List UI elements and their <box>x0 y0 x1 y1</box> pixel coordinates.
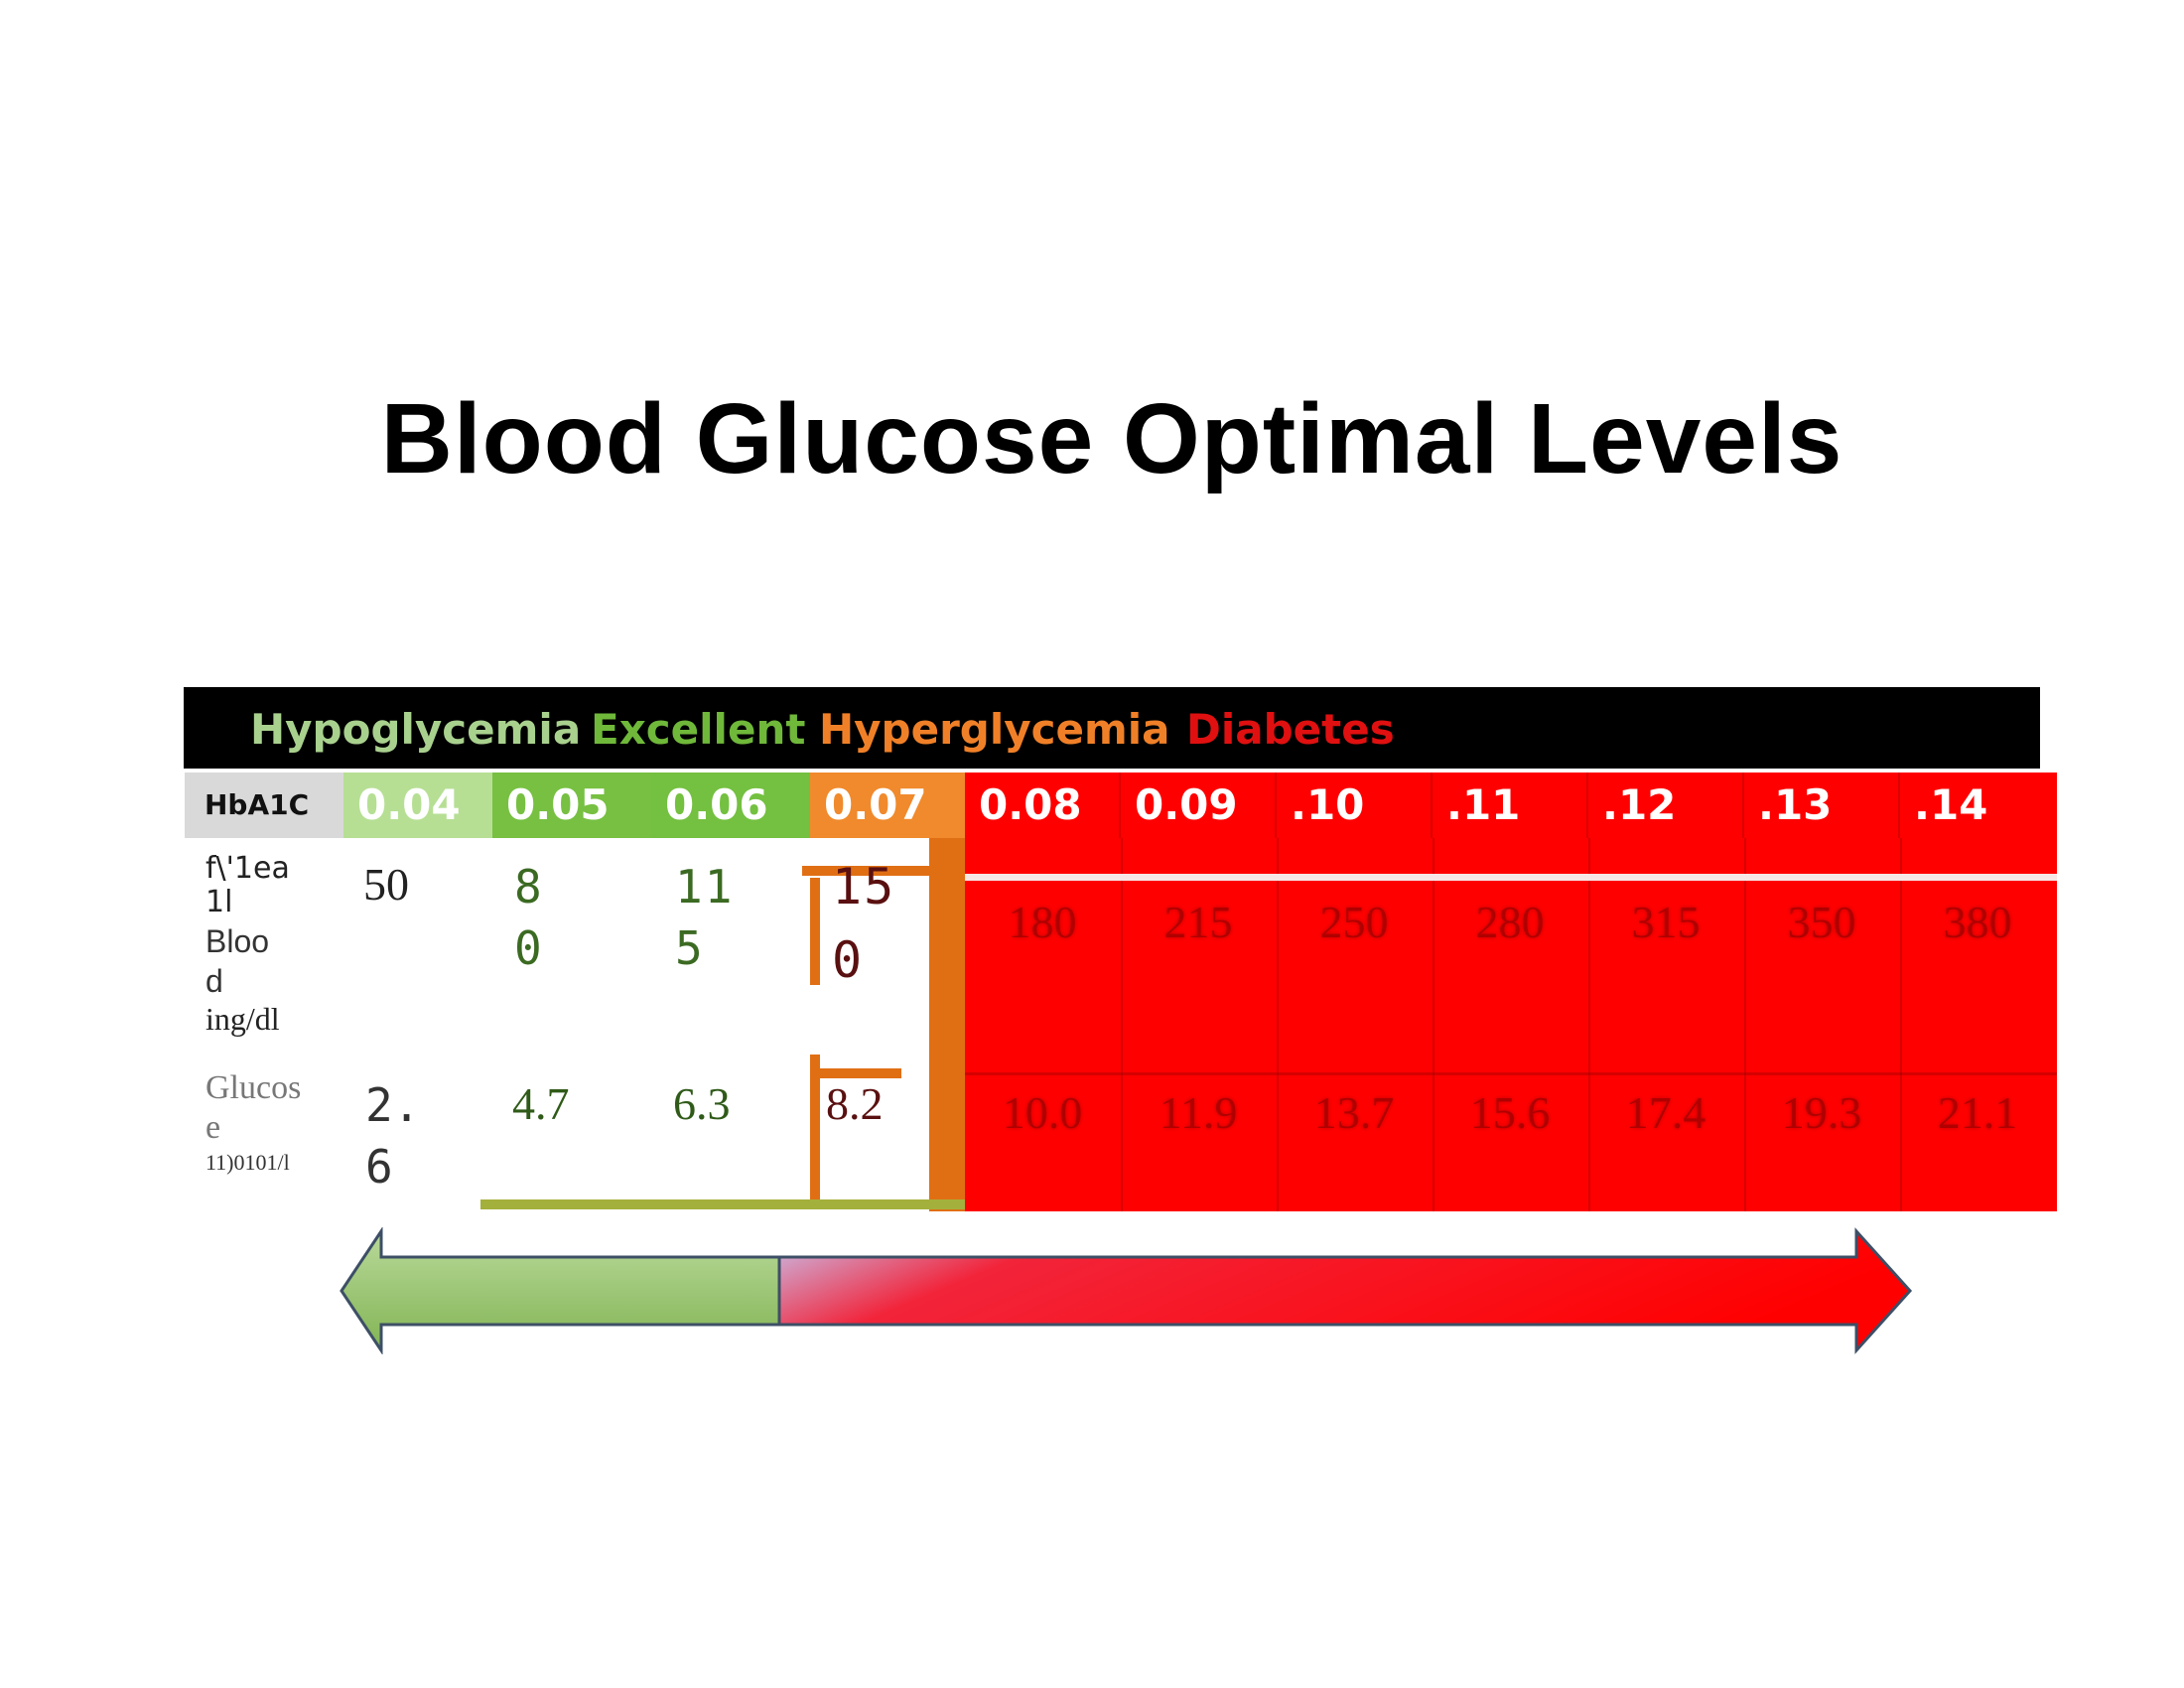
glucose-value: 8.2 <box>826 1078 884 1129</box>
mean-label-line: Bloo <box>205 923 270 959</box>
mean-label-line: f\'1ea <box>205 851 290 886</box>
mean-value: 350 <box>1787 897 1856 947</box>
hba1c-cell: 0.08 <box>965 773 1121 838</box>
mean-value: 215 <box>1163 897 1233 947</box>
orange-marker-line <box>810 1068 901 1078</box>
legend-bar: Hypoglycemia Excellent Hyperglycemia Dia… <box>184 687 2040 769</box>
orange-marker-line <box>810 878 820 985</box>
arrow-right-segment <box>777 1227 1913 1354</box>
hba1c-cell: 0.04 <box>343 773 492 838</box>
hba1c-cell: 0.05 <box>492 773 651 838</box>
glucose-value: 6.3 <box>673 1078 731 1129</box>
hyperglycemia-column-bar <box>929 838 965 1211</box>
glucose-value: 4.7 <box>512 1078 570 1129</box>
row-divider <box>933 874 2057 881</box>
glucose-label-line: e <box>205 1109 221 1146</box>
hba1c-cell: .12 <box>1588 773 1744 838</box>
arrow-left-segment <box>340 1227 781 1354</box>
row-divider <box>965 1072 2057 1075</box>
column-divider <box>1277 838 1279 1211</box>
mean-value-part: 0 <box>514 921 542 975</box>
mean-value: 11 5 <box>675 856 734 979</box>
excellent-range-underline <box>480 1199 965 1209</box>
hba1c-cell: 0.09 <box>1121 773 1277 838</box>
glucose-unit-label: 11)0101/l <box>205 1150 290 1175</box>
column-divider <box>1744 838 1746 1211</box>
hba1c-cell: .10 <box>1277 773 1433 838</box>
orange-marker-line <box>810 1055 820 1199</box>
legend-hypoglycemia: Hypoglycemia <box>250 705 582 754</box>
mean-value: 280 <box>1475 897 1545 947</box>
glucose-value: 15.6 <box>1469 1087 1551 1138</box>
glucose-value: 19.3 <box>1781 1087 1862 1138</box>
mean-value-part: 8 <box>514 860 542 914</box>
glucose-label: Glucos e <box>205 1068 301 1148</box>
glucose-value-part: 2. <box>365 1078 421 1132</box>
column-divider <box>1900 838 1902 1211</box>
glucose-value-part: 6 <box>365 1140 393 1194</box>
legend-hyperglycemia: Hyperglycemia <box>819 705 1170 754</box>
glucose-value: 2. 6 <box>365 1074 420 1197</box>
mean-value: 15 0 <box>832 850 895 997</box>
glucose-value: 10.0 <box>1002 1087 1083 1138</box>
mean-value: 315 <box>1631 897 1701 947</box>
mean-label-line: 1l <box>205 885 233 919</box>
page-title: Blood Glucose Optimal Levels <box>380 383 1843 494</box>
column-divider <box>1121 838 1123 1211</box>
mean-label: f\'1ea 1l <box>205 852 290 919</box>
orange-marker-line <box>802 866 929 876</box>
glucose-value: 13.7 <box>1313 1087 1395 1138</box>
mean-value: 380 <box>1943 897 2012 947</box>
hba1c-cell: 0.07 <box>810 773 965 838</box>
glucose-value: 11.9 <box>1159 1087 1238 1138</box>
column-divider <box>1433 838 1434 1211</box>
mean-value: 8 0 <box>514 856 542 979</box>
diabetes-block <box>965 838 2057 1211</box>
column-divider <box>1588 838 1590 1211</box>
mean-value-part: 0 <box>832 931 865 989</box>
unit-label: ing/dl <box>205 1001 280 1037</box>
mean-value-part: 5 <box>675 921 705 975</box>
glucose-label-line: Glucos <box>205 1069 302 1106</box>
hba1c-cell: .13 <box>1744 773 1900 838</box>
hba1c-cell: .14 <box>1900 773 2057 838</box>
mean-label-line: d <box>205 963 223 999</box>
blood-label: Bloo d <box>205 921 269 1001</box>
legend-diabetes: Diabetes <box>1186 705 1395 754</box>
hba1c-cell: .11 <box>1433 773 1588 838</box>
glucose-value: 17.4 <box>1625 1087 1706 1138</box>
legend-excellent: Excellent <box>591 705 806 754</box>
mean-value-part: 15 <box>832 858 896 915</box>
mean-value: 50 <box>363 859 409 910</box>
glucose-value: 21.1 <box>1937 1087 2018 1138</box>
hba1c-label: HbA1C <box>185 773 343 838</box>
mean-value-part: 11 <box>675 860 735 914</box>
hba1c-cell: 0.06 <box>651 773 810 838</box>
mean-value: 250 <box>1319 897 1389 947</box>
range-arrow <box>340 1227 1913 1354</box>
mean-value: 180 <box>1008 897 1077 947</box>
